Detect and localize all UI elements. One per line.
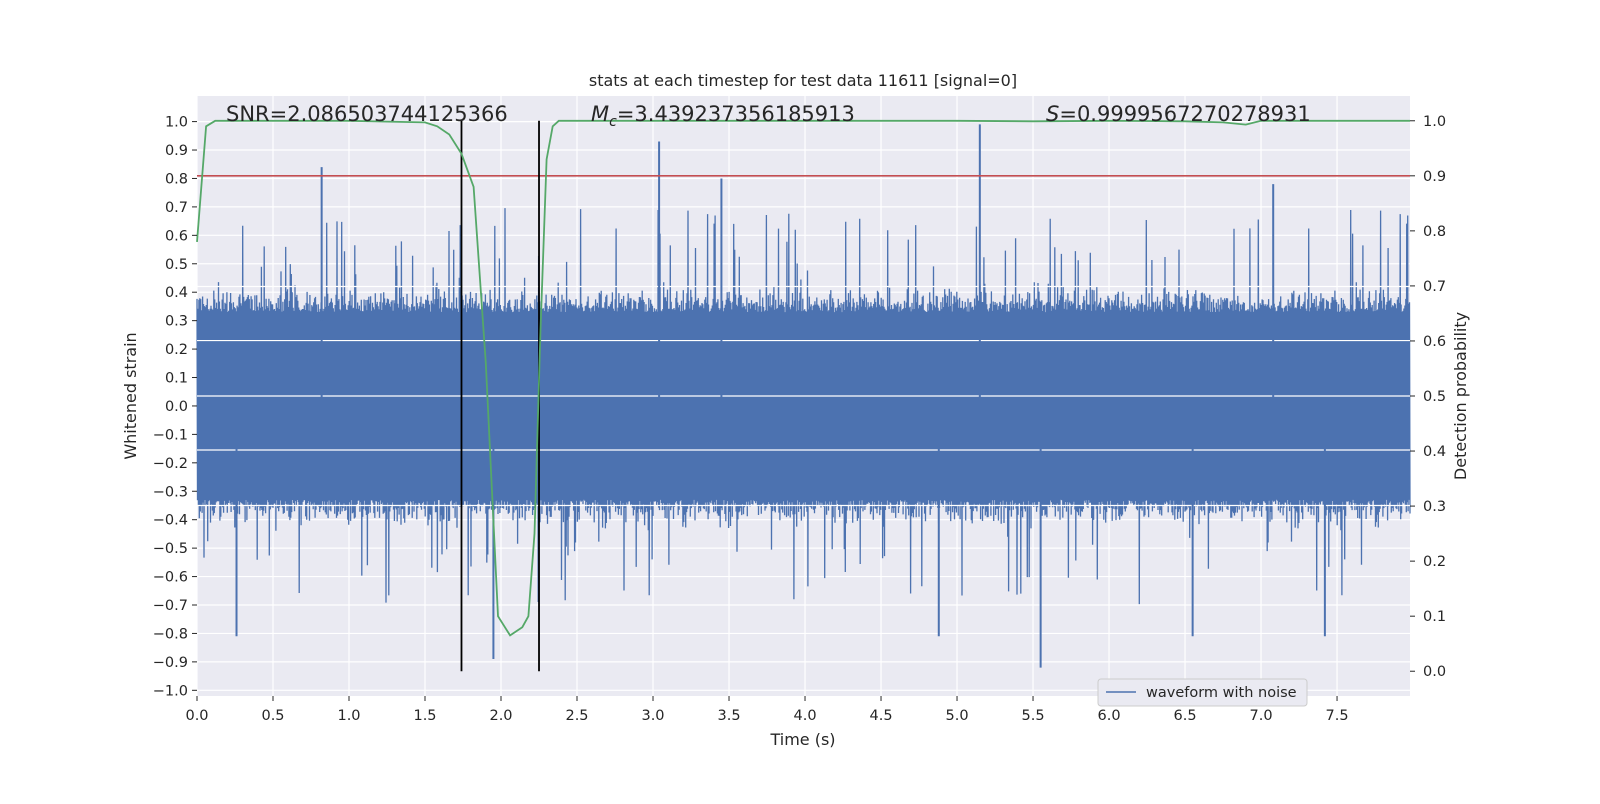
y-right-axis-ticks: 0.0 0.1 0.2 0.3 0.4 0.5 0.6 0.7 0.8 0.9 1.0 — [1410, 114, 1446, 680]
x-tick-label: 1.0 — [337, 708, 360, 724]
y-left-tick-label: 0.8 — [165, 171, 188, 187]
x-tick-label: 2.0 — [489, 708, 512, 724]
x-tick-label: 0.0 — [185, 708, 208, 724]
chart-title: stats at each timestep for test data 116… — [589, 71, 1017, 90]
y-right-tick-label: 0.6 — [1423, 334, 1446, 350]
y-right-tick-label: 0.1 — [1423, 609, 1446, 625]
y-right-axis-label: Detection probability — [1451, 312, 1470, 480]
mc-symbol: M — [591, 102, 609, 126]
y-left-tick-label: −0.9 — [153, 655, 188, 671]
strain-series — [196, 124, 1411, 668]
y-left-axis-label: Whitened strain — [121, 332, 140, 459]
x-tick-label: 3.5 — [717, 708, 740, 724]
x-axis-label: Time (s) — [769, 730, 835, 749]
y-left-tick-label: −0.4 — [153, 513, 188, 529]
y-left-tick-label: 0.9 — [165, 143, 188, 159]
x-tick-label: 3.0 — [641, 708, 664, 724]
x-tick-label: 7.5 — [1326, 708, 1349, 724]
s-annotation: S=0.9999567270278931 — [1046, 102, 1311, 126]
y-left-tick-label: −1.0 — [153, 683, 188, 699]
y-right-tick-label: 0.4 — [1423, 444, 1446, 460]
y-right-tick-label: 0.5 — [1423, 389, 1446, 405]
x-tick-label: 5.5 — [1021, 708, 1044, 724]
y-left-tick-label: −0.8 — [153, 626, 188, 642]
x-tick-label: 4.5 — [869, 708, 892, 724]
y-left-tick-label: 0.6 — [165, 228, 188, 244]
legend: waveform with noise — [1097, 678, 1308, 707]
y-left-tick-label: 0.2 — [165, 342, 188, 358]
x-tick-label: 0.5 — [261, 708, 284, 724]
snr-annotation: SNR=2.086503744125366 — [226, 102, 508, 126]
y-left-tick-label: −0.7 — [153, 598, 188, 614]
mc-subscript: c — [609, 114, 617, 130]
y-right-tick-label: 0.3 — [1423, 499, 1446, 515]
y-right-tick-label: 0.9 — [1423, 169, 1446, 185]
y-left-tick-label: −0.5 — [153, 541, 188, 557]
x-axis-ticks: 0.0 0.5 1.0 1.5 2.0 2.5 3.0 3.5 4.0 4.5 5.0 5.5 6.0 6… — [185, 696, 1349, 724]
y-left-tick-label: 0.4 — [165, 285, 188, 301]
legend-box — [1097, 678, 1308, 707]
s-value: =0.9999567270278931 — [1059, 102, 1310, 126]
x-tick-label: 6.0 — [1097, 708, 1120, 724]
y-left-tick-label: 0.7 — [165, 200, 188, 216]
x-tick-label: 2.5 — [565, 708, 588, 724]
y-right-tick-label: 0.0 — [1423, 664, 1446, 680]
y-left-tick-label: −0.3 — [153, 484, 188, 500]
strain-core — [197, 320, 1410, 492]
probability-series — [196, 119, 1410, 637]
chirp-mass-annotation: Mc=3.439237356185913 — [591, 102, 855, 130]
probability-line — [196, 119, 1410, 637]
y-left-axis-ticks: −1.0 −0.9 −0.8 −0.7 −0.6 −0.5 −0.4 −0.3 −0.2 −0.1… — [153, 115, 197, 699]
y-left-tick-label: 0.5 — [165, 257, 188, 273]
y-left-tick-label: −0.6 — [153, 570, 188, 586]
x-tick-label: 4.0 — [793, 708, 816, 724]
y-right-tick-label: 0.7 — [1423, 279, 1446, 295]
y-left-tick-label: 0.3 — [165, 314, 188, 330]
x-tick-label: 1.5 — [413, 708, 436, 724]
y-right-tick-label: 0.2 — [1423, 554, 1446, 570]
x-tick-label: 7.0 — [1250, 708, 1273, 724]
y-left-tick-label: 0.0 — [165, 399, 188, 415]
y-left-tick-label: −0.1 — [153, 427, 188, 443]
x-tick-label: 6.5 — [1174, 708, 1197, 724]
y-right-tick-label: 0.8 — [1423, 224, 1446, 240]
y-left-tick-label: 1.0 — [165, 115, 188, 131]
s-symbol: S — [1046, 102, 1059, 126]
y-right-tick-label: 1.0 — [1423, 114, 1446, 130]
y-left-tick-label: −0.2 — [153, 456, 188, 472]
x-tick-label: 5.0 — [945, 708, 968, 724]
mc-value: =3.439237356185913 — [617, 102, 855, 126]
y-left-tick-label: 0.1 — [165, 371, 188, 387]
legend-label: waveform with noise — [1146, 685, 1297, 701]
